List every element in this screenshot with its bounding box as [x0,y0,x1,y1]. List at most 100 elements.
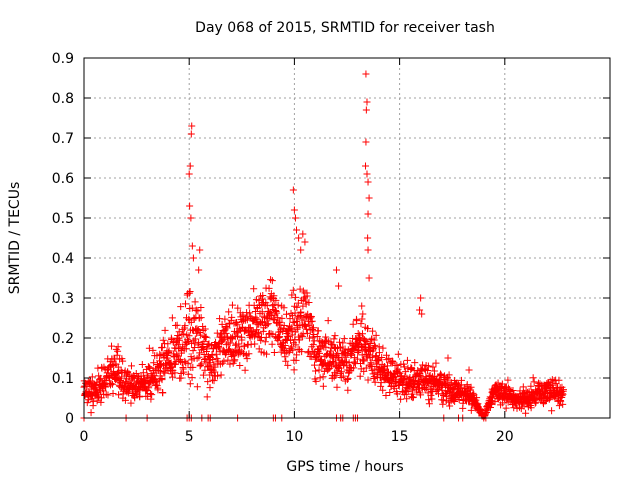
data-point [89,397,97,405]
data-point [380,364,388,372]
data-point [158,343,166,351]
data-point [148,391,156,399]
data-point [420,365,428,373]
data-point [274,314,282,322]
data-point [221,315,229,323]
data-point [427,391,435,399]
data-point [230,357,238,365]
data-point [159,389,167,397]
y-tick-label: 0.8 [52,91,74,107]
data-point [211,363,219,371]
data-point [219,336,227,344]
x-tick-label: 5 [185,429,194,445]
data-point [199,371,207,379]
data-point [316,349,324,357]
data-point [186,289,194,297]
data-point [115,391,123,399]
data-point [190,315,198,323]
data-point [113,370,121,378]
data-point [393,390,401,398]
data-point [150,359,158,367]
data-point [234,332,242,340]
data-point [467,406,475,414]
data-point [394,365,402,373]
data-point [527,404,535,412]
data-point [378,354,386,362]
data-point [401,391,409,399]
data-point [292,341,300,349]
data-point [127,399,135,407]
data-point [184,370,192,378]
data-point [379,386,387,394]
data-point [276,318,284,326]
data-point [187,214,195,222]
data-point [160,368,168,376]
data-point [188,304,196,312]
data-point [358,330,366,338]
data-point [303,292,311,300]
data-point [136,393,144,401]
data-point [143,371,151,379]
data-point [352,334,360,342]
data-point [118,373,126,381]
data-point [358,315,366,323]
data-point [372,352,380,360]
data-point [280,304,288,312]
data-point [168,314,176,322]
data-point [173,351,181,359]
data-point [224,356,232,364]
data-point [282,310,290,318]
data-point [319,382,327,390]
data-point [369,327,377,335]
data-point [269,302,277,310]
data-point [362,364,370,372]
data-point [399,376,407,384]
data-point [195,353,203,361]
data-point [295,336,303,344]
data-point [191,335,199,343]
data-point [161,326,169,334]
data-point [267,330,275,338]
data-point [186,288,194,296]
data-point [305,334,313,342]
data-point [197,303,205,311]
data-point [403,356,411,364]
data-point [353,355,361,363]
data-point [358,302,366,310]
data-point [411,359,419,367]
data-point [196,349,204,357]
data-point [298,348,306,356]
data-point [268,277,276,285]
data-point [204,340,212,348]
data-point [332,266,340,274]
data-point [365,194,373,202]
data-point [522,409,530,417]
data-point [548,407,556,415]
data-point [529,374,537,382]
data-point [86,379,94,387]
data-point [343,375,351,383]
data-point [413,388,421,396]
data-point [371,341,379,349]
data-point [261,338,269,346]
data-point [362,162,370,170]
data-point [488,397,496,405]
data-point [278,314,286,322]
data-point [310,331,318,339]
data-point [285,332,293,340]
data-point [337,343,345,351]
data-point [324,317,332,325]
data-point [181,300,189,308]
data-point [206,384,214,392]
data-point [263,301,271,309]
data-point [223,324,231,332]
data-point [259,327,267,335]
data-point [359,310,367,318]
data-point [311,361,319,369]
data-point [171,369,179,377]
data-point [169,373,177,381]
data-point [362,337,370,345]
data-point [196,361,204,369]
data-point [416,306,424,314]
data-point [92,381,100,389]
